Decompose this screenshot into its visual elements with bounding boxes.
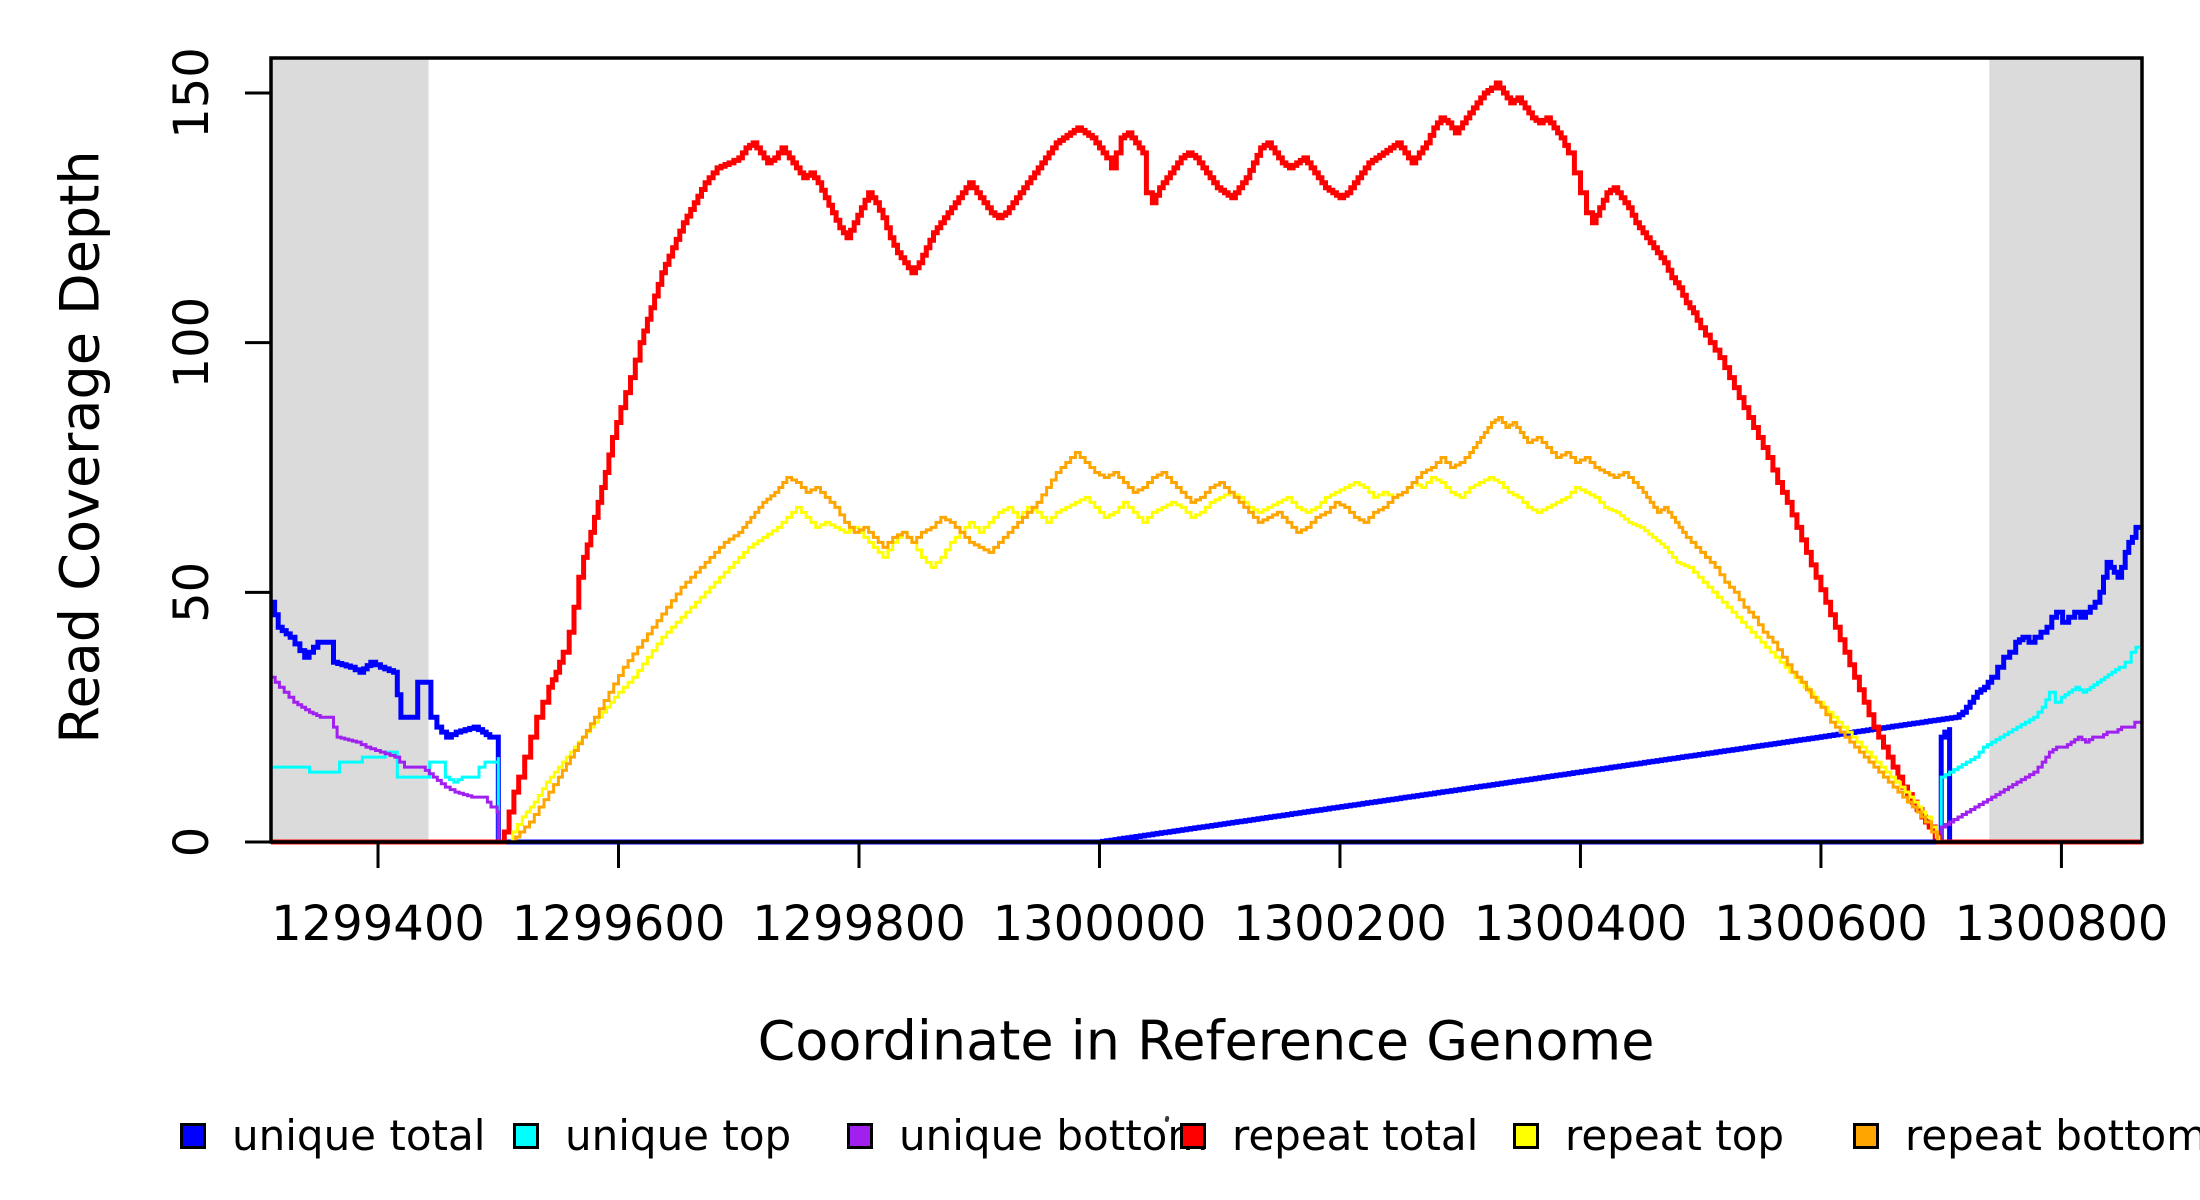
x-tick-label: 1299600	[512, 896, 726, 952]
x-tick-label: 1300400	[1474, 896, 1688, 952]
legend-swatch-unique-top	[513, 1123, 539, 1149]
legend-swatch-unique-total	[180, 1123, 206, 1149]
y-axis-title: Read Coverage Depth	[48, 150, 112, 744]
legend-item-repeat-top: repeat top	[1513, 1113, 1784, 1159]
legend-label: repeat total	[1232, 1111, 1479, 1160]
x-tick-label: 1299400	[271, 896, 485, 952]
series-line-repeat-bottom	[271, 416, 2142, 844]
x-tick-label: 1300200	[1233, 896, 1447, 952]
series-line-unique-bottom	[271, 675, 2142, 844]
y-tick-label: 150	[164, 47, 220, 139]
legend-swatch-repeat-total	[1180, 1123, 1206, 1149]
legend-swatch-repeat-bottom	[1853, 1123, 1879, 1149]
shaded-region-right	[1989, 58, 2142, 842]
legend-item-repeat-total: repeat total	[1180, 1113, 1478, 1159]
legend-label: unique bottom	[899, 1111, 1209, 1160]
legend-swatch-repeat-top	[1513, 1123, 1539, 1149]
legend-swatch-unique-bottom	[847, 1123, 873, 1149]
y-tick-label: 50	[164, 562, 220, 623]
y-tick-label: 0	[164, 827, 220, 858]
legend-label: unique total	[232, 1111, 486, 1160]
legend-label: unique top	[565, 1111, 792, 1160]
legend-item-unique-bottom: unique bottom	[847, 1113, 1208, 1159]
x-tick-label: 1299800	[752, 896, 966, 952]
legend-label: repeat top	[1565, 1111, 1785, 1160]
series-line-unique-top	[271, 645, 2142, 844]
legend-item-unique-top: unique top	[513, 1113, 791, 1159]
x-tick-label: 1300600	[1714, 896, 1928, 952]
plot-border	[269, 56, 2144, 844]
legend-item-unique-total: unique total	[180, 1113, 485, 1159]
y-tick-label: 100	[164, 297, 220, 389]
x-axis-title: Coordinate in Reference Genome	[757, 1009, 1655, 1073]
legend-item-repeat-bottom: repeat bottom	[1853, 1113, 2200, 1159]
series-line-repeat-total	[271, 80, 2142, 845]
shaded-region-left	[271, 58, 429, 842]
series-line-repeat-top	[271, 476, 2142, 844]
legend-label: repeat bottom	[1905, 1111, 2200, 1160]
x-tick-label: 1300000	[993, 896, 1207, 952]
x-tick-label: 1300800	[1955, 896, 2169, 952]
